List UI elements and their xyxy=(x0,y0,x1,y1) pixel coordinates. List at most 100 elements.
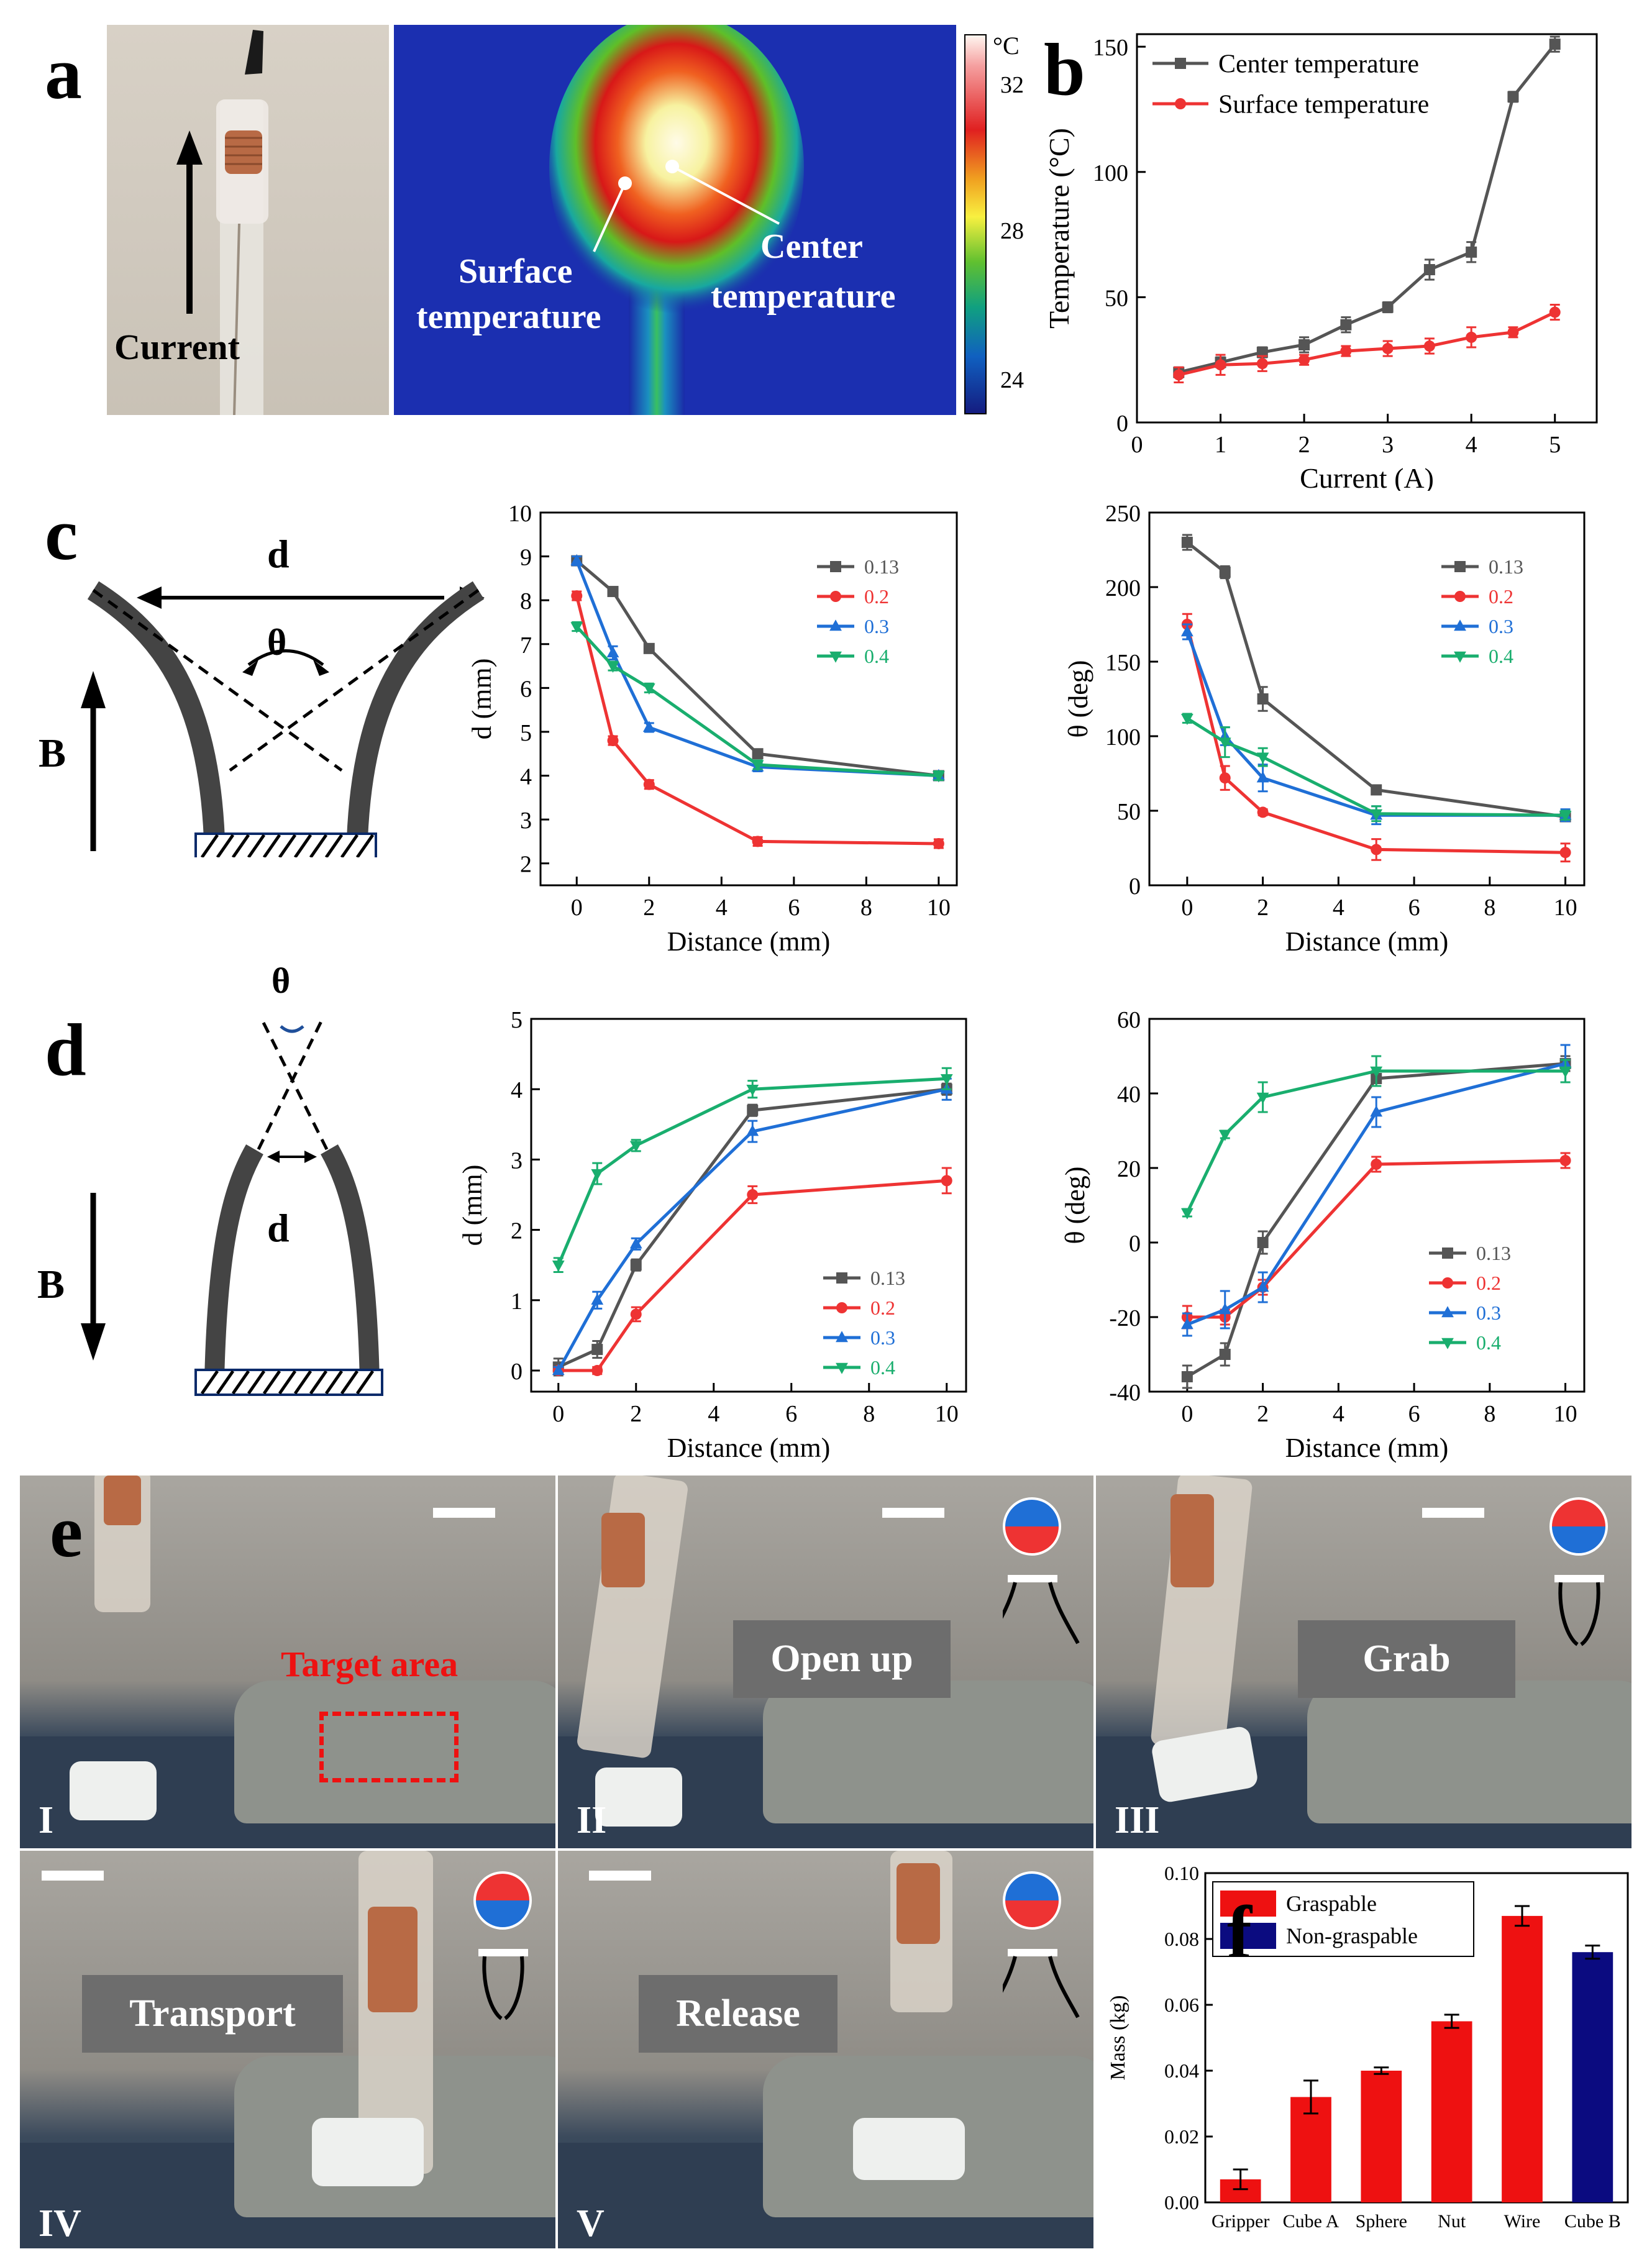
step-roman-numeral: II xyxy=(577,1799,607,1841)
legend-entry: 0.4 xyxy=(870,1356,895,1379)
data-point xyxy=(1549,306,1561,318)
data-point xyxy=(1466,246,1477,258)
y-axis-label: Mass (kg) xyxy=(1107,1996,1129,2081)
data-point xyxy=(1442,1248,1453,1259)
scale-bar xyxy=(1422,1508,1484,1518)
gripper-photo-drawing xyxy=(216,30,268,415)
legend-entry: Non-graspable xyxy=(1286,1923,1418,1948)
data-point xyxy=(1371,844,1382,855)
data-point xyxy=(1256,347,1268,358)
x-tick-label: 4 xyxy=(716,895,728,921)
data-point xyxy=(1256,771,1269,783)
data-point xyxy=(1257,693,1269,705)
data-point xyxy=(1175,58,1186,69)
data-point xyxy=(591,1365,603,1377)
data-point xyxy=(1257,1237,1269,1248)
x-axis-label: Distance (mm) xyxy=(667,926,831,957)
data-point xyxy=(1441,1338,1454,1349)
center-temp-label-line1: Center xyxy=(760,227,863,266)
y-tick-label: 0.10 xyxy=(1164,1862,1199,1884)
field-state-icon-closed xyxy=(473,1871,532,2020)
data-point xyxy=(747,1105,759,1116)
data-point xyxy=(836,1362,848,1374)
step-label-transport: Transport xyxy=(82,1975,343,2053)
y-axis-label: θ (deg) xyxy=(1063,660,1093,738)
y-tick-label: 20 xyxy=(1117,1156,1141,1182)
y-tick-label: 3 xyxy=(511,1147,523,1174)
data-point xyxy=(1423,264,1435,276)
step-label-grab: Grab xyxy=(1298,1620,1515,1698)
data-point xyxy=(1559,811,1572,822)
field-state-icon-open xyxy=(1003,1497,1080,1644)
y-tick-label: 2 xyxy=(511,1218,523,1244)
y-tick-label: 0.08 xyxy=(1164,1928,1199,1950)
x-tick-label: 8 xyxy=(860,895,872,921)
field-state-icon-closed xyxy=(1549,1497,1608,1646)
chart-d2-theta-closing: 0 2 4 6 8 10 -40 -20 0 20 40 60 Distance (mm) θ (deg)… xyxy=(1060,1007,1586,1463)
x-tick-label: 2 xyxy=(1298,432,1310,458)
x-axis-label: Current (A) xyxy=(1300,462,1434,491)
thermal-image: Surface temperature Center temperature xyxy=(394,25,956,415)
y-tick-label: 5 xyxy=(511,1007,523,1033)
diagram-c-d-label: d xyxy=(267,532,290,576)
y-tick-label: 3 xyxy=(520,808,532,834)
bar-nut xyxy=(1431,2021,1472,2202)
target-area-label: Target area xyxy=(281,1644,459,1684)
panel-label-b: b xyxy=(1044,28,1085,111)
data-point xyxy=(643,642,655,654)
y-tick-label: 100 xyxy=(1093,160,1128,186)
legend-entry: 0.13 xyxy=(1476,1242,1511,1264)
x-tick-label: 6 xyxy=(788,895,800,921)
scale-bar xyxy=(882,1508,944,1518)
y-tick-label: 150 xyxy=(1093,35,1128,61)
data-point xyxy=(1180,714,1193,725)
step-label-release: Release xyxy=(639,1975,837,2053)
x-tick-label: Wire xyxy=(1504,2211,1541,2232)
y-tick-label: 50 xyxy=(1117,799,1141,825)
step-roman-numeral: IV xyxy=(39,2202,81,2245)
data-point xyxy=(752,748,764,760)
data-point xyxy=(829,651,842,663)
y-tick-label: 200 xyxy=(1105,575,1141,601)
data-point xyxy=(1180,625,1193,637)
y-tick-label: 4 xyxy=(511,1077,523,1103)
data-point xyxy=(607,735,619,747)
panel-label-d: d xyxy=(45,1008,86,1091)
y-tick-label: 9 xyxy=(520,545,532,571)
target-area-box xyxy=(319,1712,459,1782)
x-tick-label: 2 xyxy=(630,1401,642,1427)
y-tick-label: 2 xyxy=(520,852,532,878)
panel-label-e: e xyxy=(50,1490,83,1572)
legend-entry: 0.4 xyxy=(864,645,889,667)
legend-entry: 0.13 xyxy=(864,555,899,578)
photo-step-4: Transport IV xyxy=(20,1851,555,2248)
x-tick-label: 8 xyxy=(863,1401,875,1427)
y-tick-label: 50 xyxy=(1105,285,1128,311)
x-tick-label: 2 xyxy=(643,895,655,921)
data-point xyxy=(571,590,583,602)
data-point xyxy=(1441,1306,1454,1318)
legend-entry: 0.3 xyxy=(870,1326,895,1349)
x-tick-label: 8 xyxy=(1484,895,1495,921)
gripper-finger-left xyxy=(204,1144,263,1380)
diagram-d-theta-label: θ xyxy=(272,960,291,1001)
current-label: Current xyxy=(114,327,240,367)
y-tick-label: 10 xyxy=(508,501,532,527)
x-axis-label: Distance (mm) xyxy=(1285,926,1449,957)
x-tick-label: 4 xyxy=(1333,895,1344,921)
chart-c1-d-opening: 0 2 4 6 8 10 2 3 4 5 6 7 8 9 10 Distance (mm) d (mm) 0.13… xyxy=(467,501,958,957)
y-axis-label: θ (deg) xyxy=(1060,1167,1090,1244)
y-tick-label: -20 xyxy=(1109,1305,1141,1331)
x-tick-label: 5 xyxy=(1549,432,1561,458)
data-point xyxy=(830,591,841,602)
data-point xyxy=(1218,1303,1231,1315)
gripper-finger-left xyxy=(87,581,225,839)
data-point xyxy=(1180,1318,1193,1330)
legend-entry: 0.3 xyxy=(1476,1302,1501,1324)
photo-step-1: Target area I xyxy=(20,1476,555,1848)
y-tick-label: 40 xyxy=(1117,1082,1141,1108)
x-tick-label: 6 xyxy=(785,1401,797,1427)
legend-entry: 0.13 xyxy=(870,1267,905,1289)
data-point xyxy=(1175,98,1186,109)
